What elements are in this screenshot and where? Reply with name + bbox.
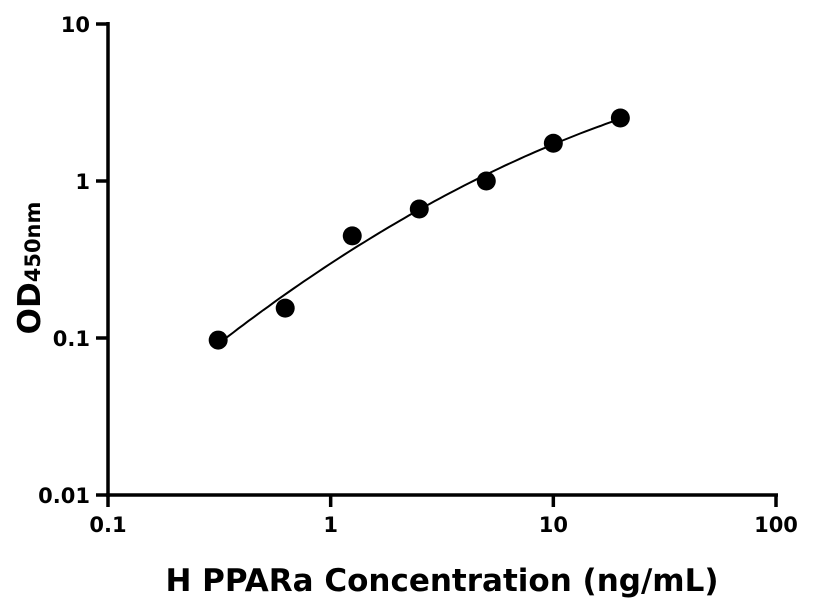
data-point xyxy=(610,108,630,128)
y-axis-label-subscript: 450nm xyxy=(21,202,45,283)
data-point xyxy=(342,226,362,246)
y-tick-label: 0.01 xyxy=(38,484,90,508)
y-axis-label-main: OD xyxy=(12,282,48,334)
y-tick-label: 0.1 xyxy=(53,327,90,351)
data-point xyxy=(409,199,429,219)
x-tick-label: 1 xyxy=(323,513,338,537)
data-point xyxy=(275,298,295,318)
y-axis-label: OD450nm xyxy=(12,202,48,335)
y-tick-label: 1 xyxy=(75,170,90,194)
x-tick-label: 0.1 xyxy=(89,513,126,537)
data-point xyxy=(208,330,228,350)
data-point xyxy=(476,171,496,191)
x-tick-label: 10 xyxy=(539,513,568,537)
y-tick-label: 10 xyxy=(61,13,90,37)
x-tick-label: 100 xyxy=(754,513,798,537)
x-axis-label: H PPARa Concentration (ng/mL) xyxy=(165,563,718,599)
data-point xyxy=(543,133,563,153)
